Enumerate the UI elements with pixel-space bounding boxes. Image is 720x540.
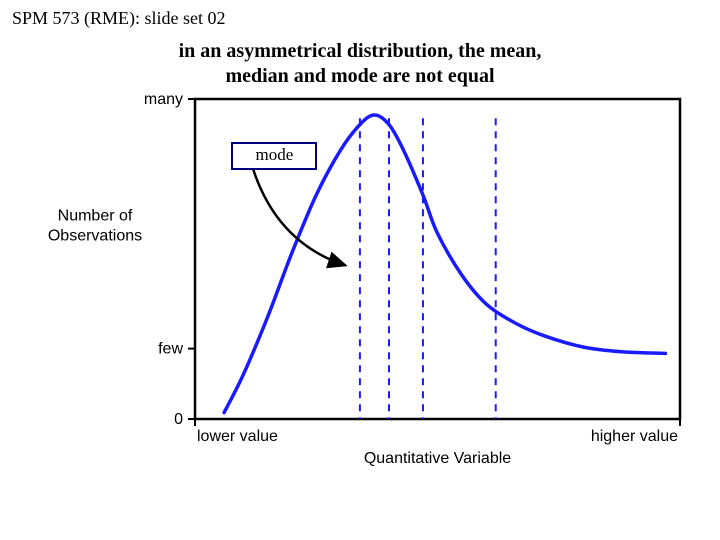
svg-text:Observations: Observations bbox=[48, 228, 142, 245]
slide-header: SPM 573 (RME): slide set 02 bbox=[0, 0, 720, 33]
svg-text:many: many bbox=[144, 91, 183, 108]
distribution-chart: many few 0 lower value higher value Number of… bbox=[0, 89, 720, 519]
chart-container: many few 0 lower value higher value Number of… bbox=[0, 89, 720, 519]
svg-text:higher value: higher value bbox=[591, 428, 678, 445]
mode-callout-label: mode bbox=[255, 145, 293, 164]
svg-text:Number of: Number of bbox=[58, 208, 133, 225]
title-line1: in an asymmetrical distribution, the mea… bbox=[179, 40, 542, 62]
svg-text:0: 0 bbox=[174, 411, 183, 428]
svg-text:Quantitative Variable: Quantitative Variable bbox=[364, 450, 511, 467]
title-line2: median and mode are not equal bbox=[225, 65, 494, 87]
mode-callout-box: mode bbox=[231, 142, 317, 170]
slide-title: in an asymmetrical distribution, the mea… bbox=[0, 39, 720, 89]
svg-text:lower value: lower value bbox=[197, 428, 278, 445]
svg-text:few: few bbox=[158, 341, 183, 358]
header-text: SPM 573 (RME): slide set 02 bbox=[12, 8, 226, 28]
